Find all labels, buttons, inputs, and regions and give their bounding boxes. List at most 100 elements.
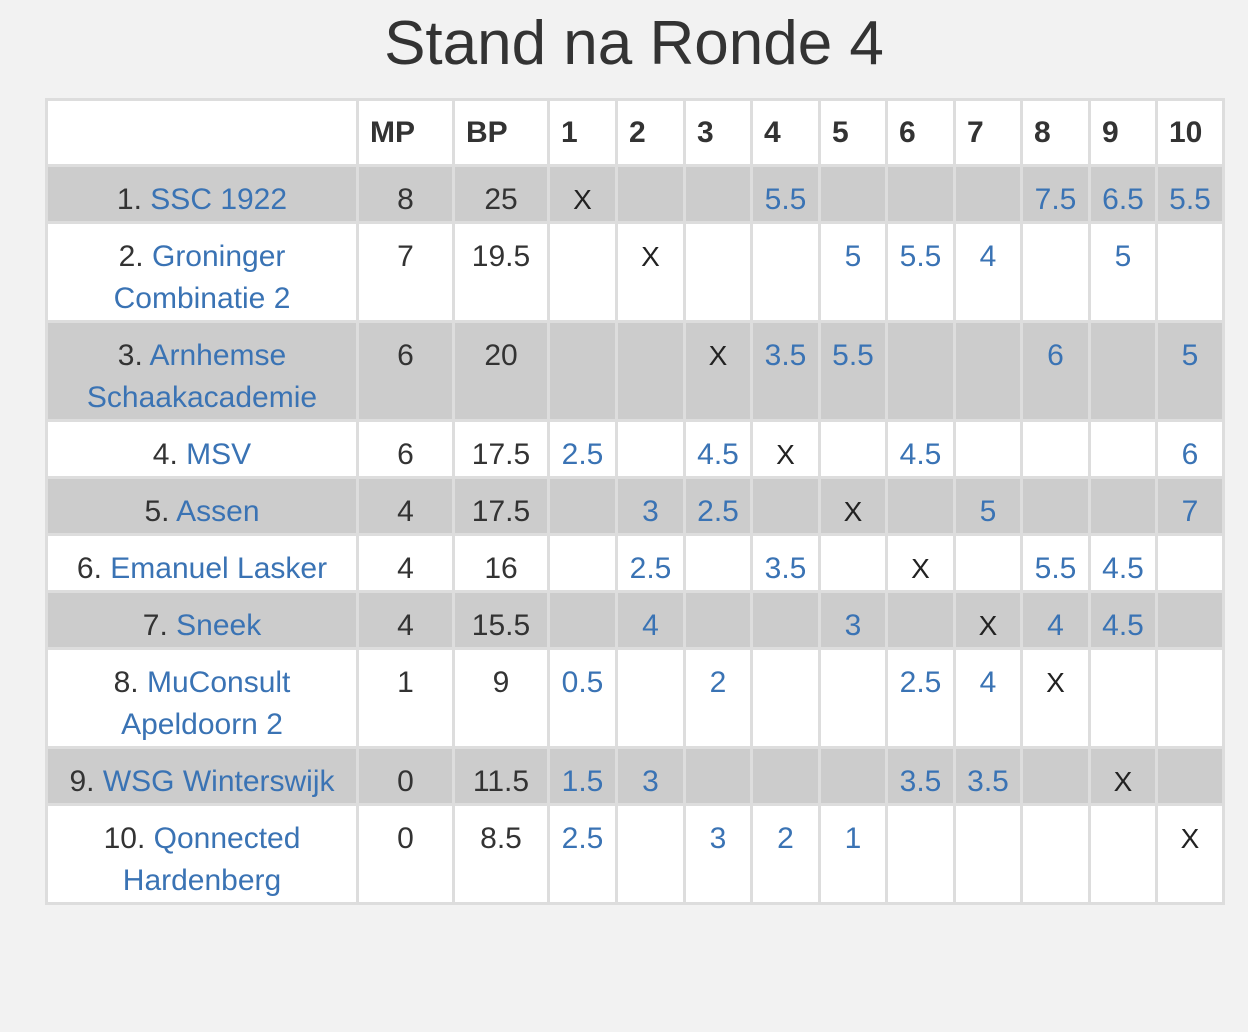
team-link[interactable]: MSV <box>186 438 252 471</box>
score-cell: 1 <box>818 803 888 905</box>
score-link[interactable]: 4 <box>979 666 997 699</box>
score-link[interactable]: 3 <box>709 822 727 855</box>
score-link[interactable]: 5 <box>844 240 862 273</box>
score-link[interactable]: 2.5 <box>697 495 739 528</box>
score-link[interactable]: 4.5 <box>697 438 739 471</box>
score-cell: 4 <box>1020 590 1091 650</box>
team-link[interactable]: SSC 1922 <box>150 183 288 216</box>
score-cell: 4.5 <box>1088 533 1158 593</box>
empty-score-cell <box>683 533 753 593</box>
empty-score-cell <box>615 803 686 905</box>
score-link[interactable]: 3.5 <box>899 765 942 798</box>
score-link[interactable]: 0.5 <box>561 666 604 699</box>
empty-score-cell <box>1020 476 1091 536</box>
header-col-round-3: 3 <box>683 98 753 167</box>
header-col-round-10: 10 <box>1155 98 1225 167</box>
score-link[interactable]: 3.5 <box>764 552 807 585</box>
team-link[interactable]: MuConsult Apeldoorn 2 <box>121 666 291 741</box>
score-cell: 5 <box>953 476 1023 536</box>
table-row: 9. WSG Winterswijk 0 11.5 1.5 3 3.5 3.5 X <box>45 746 1225 806</box>
score-link[interactable]: 1 <box>844 822 862 855</box>
empty-score-cell <box>953 803 1023 905</box>
score-link[interactable]: 5.5 <box>1034 552 1077 585</box>
score-link[interactable]: 2.5 <box>899 666 942 699</box>
match-points-cell: 4 <box>356 533 455 593</box>
score-link[interactable]: 5.5 <box>899 240 942 273</box>
empty-score-cell <box>1155 533 1225 593</box>
score-link[interactable]: 5 <box>1114 240 1132 273</box>
score-link[interactable]: 3.5 <box>967 765 1009 798</box>
score-link[interactable]: 3 <box>844 609 862 642</box>
team-rank: 10. <box>103 822 146 855</box>
empty-score-cell <box>1088 803 1158 905</box>
score-link[interactable]: 5 <box>1181 339 1199 372</box>
score-cell: 4.5 <box>683 419 753 479</box>
score-link[interactable]: 6 <box>1047 339 1064 372</box>
team-rank: 6. <box>76 552 102 585</box>
team-link[interactable]: WSG Winterswijk <box>102 765 335 798</box>
score-link[interactable]: 4.5 <box>899 438 942 471</box>
empty-score-cell <box>885 590 956 650</box>
header-col-mp: MP <box>356 98 455 167</box>
empty-score-cell <box>885 320 956 422</box>
team-rank: 3. <box>117 339 143 372</box>
team-rank: 4. <box>152 438 178 471</box>
self-pairing-cell: X <box>885 533 956 593</box>
score-cell: 3 <box>818 590 888 650</box>
score-link[interactable]: 6.5 <box>1102 183 1144 216</box>
score-cell: 0.5 <box>547 647 618 749</box>
team-link[interactable]: Assen <box>176 495 260 528</box>
score-link[interactable]: 4.5 <box>1102 609 1144 642</box>
empty-score-cell <box>1020 803 1091 905</box>
team-cell: 3. Arnhemse Schaakacademie <box>45 320 359 422</box>
score-link[interactable]: 5.5 <box>1169 183 1211 216</box>
score-link[interactable]: 2 <box>709 666 727 699</box>
score-cell: 7.5 <box>1020 164 1091 224</box>
score-cell: 2.5 <box>885 647 956 749</box>
score-cell: 2.5 <box>683 476 753 536</box>
score-link[interactable]: 4 <box>979 240 997 273</box>
team-link[interactable]: Qonnected Hardenberg <box>122 822 301 897</box>
score-link[interactable]: 4 <box>1047 609 1064 642</box>
score-link[interactable]: 5.5 <box>764 183 807 216</box>
empty-score-cell <box>1020 221 1091 323</box>
empty-score-cell <box>818 164 888 224</box>
team-link[interactable]: Emanuel Lasker <box>110 552 328 585</box>
score-link[interactable]: 4 <box>642 609 659 642</box>
team-link[interactable]: Arnhemse Schaakacademie <box>86 339 318 414</box>
score-link[interactable]: 4.5 <box>1102 552 1144 585</box>
table-row: 4. MSV 6 17.5 2.5 4.5 X 4.5 6 <box>45 419 1225 479</box>
empty-score-cell <box>953 320 1023 422</box>
score-cell: 3 <box>683 803 753 905</box>
score-link[interactable]: 6 <box>1181 438 1199 471</box>
score-link[interactable]: 5 <box>979 495 997 528</box>
empty-score-cell <box>953 164 1023 224</box>
score-link[interactable]: 3 <box>642 495 659 528</box>
score-link[interactable]: 2.5 <box>561 438 604 471</box>
empty-score-cell <box>615 320 686 422</box>
score-cell: 3.5 <box>750 533 821 593</box>
empty-score-cell <box>953 419 1023 479</box>
score-link[interactable]: 3 <box>642 765 659 798</box>
score-link[interactable]: 2 <box>777 822 794 855</box>
score-link[interactable]: 7.5 <box>1034 183 1077 216</box>
score-link[interactable]: 2.5 <box>561 822 604 855</box>
table-row: 7. Sneek 4 15.5 4 3 X 4 4.5 <box>45 590 1225 650</box>
team-cell: 2. Groninger Combinatie 2 <box>45 221 359 323</box>
empty-score-cell <box>547 533 618 593</box>
board-points-cell: 19.5 <box>452 221 550 323</box>
score-cell: 5 <box>818 221 888 323</box>
score-cell: 5 <box>1088 221 1158 323</box>
score-link[interactable]: 7 <box>1181 495 1199 528</box>
score-link[interactable]: 3.5 <box>764 339 807 372</box>
empty-score-cell <box>1155 221 1225 323</box>
header-col-round-7: 7 <box>953 98 1023 167</box>
score-link[interactable]: 5.5 <box>832 339 874 372</box>
team-link[interactable]: Sneek <box>176 609 262 642</box>
header-col-bp: BP <box>452 98 550 167</box>
score-link[interactable]: 1.5 <box>561 765 604 798</box>
empty-score-cell <box>750 221 821 323</box>
team-link[interactable]: Groninger Combinatie 2 <box>113 240 291 315</box>
score-link[interactable]: 2.5 <box>629 552 672 585</box>
empty-score-cell <box>885 164 956 224</box>
